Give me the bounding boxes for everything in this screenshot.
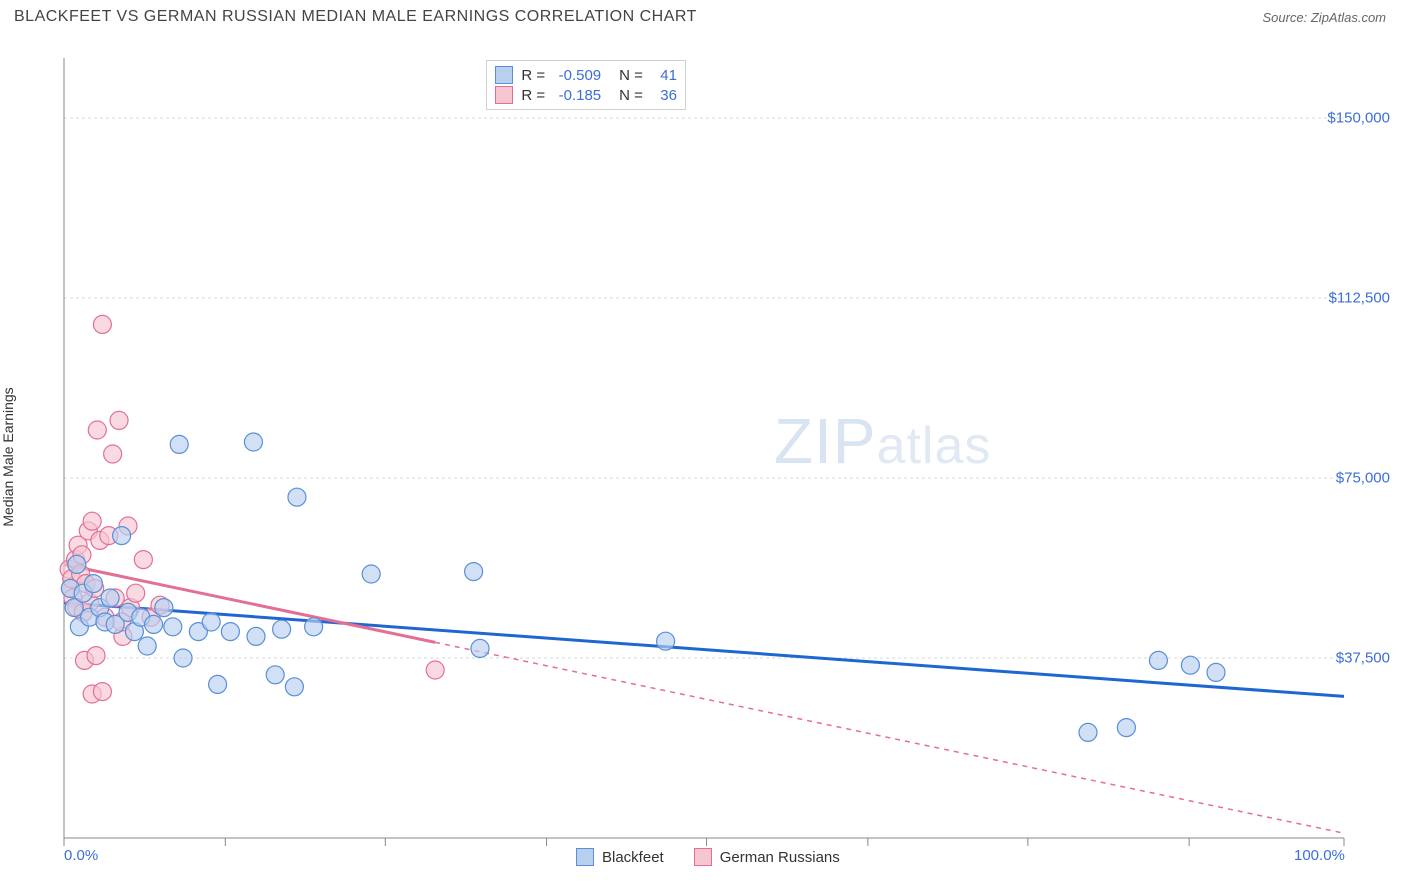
x-tick-label: 0.0% [64, 847, 98, 864]
legend-n-label: N = [619, 87, 643, 104]
legend-swatch [694, 848, 712, 866]
legend-n-value: 41 [649, 67, 677, 84]
chart-title: BLACKFEET VS GERMAN RUSSIAN MEDIAN MALE … [14, 8, 697, 26]
chart-source: Source: ZipAtlas.com [1262, 10, 1386, 25]
legend-swatch [495, 86, 513, 104]
legend-n-value: 36 [649, 87, 677, 104]
y-tick-label: $112,500 [1329, 290, 1390, 307]
legend-r-label: R = [521, 87, 545, 104]
legend-r-label: R = [521, 67, 545, 84]
y-tick-label: $75,000 [1336, 470, 1390, 487]
legend-r-value: -0.185 [551, 87, 601, 104]
scatter-chart [14, 36, 1392, 878]
legend-row: R = -0.185 N = 36 [495, 85, 677, 105]
series-legend-item: German Russians [694, 848, 840, 866]
series-legend: Blackfeet German Russians [576, 848, 840, 866]
series-legend-item: Blackfeet [576, 848, 664, 866]
legend-n-label: N = [619, 67, 643, 84]
legend-r-value: -0.509 [551, 67, 601, 84]
legend-swatch [495, 66, 513, 84]
correlation-legend: R = -0.509 N = 41 R = -0.185 N = 36 [486, 60, 686, 110]
series-legend-label: Blackfeet [602, 849, 664, 866]
legend-swatch [576, 848, 594, 866]
chart-container: Median Male Earnings ZIPatlas R =-0.509N… [14, 36, 1392, 878]
y-tick-label: $150,000 [1327, 110, 1390, 127]
y-axis-label: Median Male Earnings [0, 387, 16, 526]
series-legend-label: German Russians [720, 849, 840, 866]
y-tick-label: $37,500 [1336, 650, 1390, 667]
legend-row: R = -0.509 N = 41 [495, 65, 677, 85]
x-tick-label: 100.0% [1294, 847, 1345, 864]
